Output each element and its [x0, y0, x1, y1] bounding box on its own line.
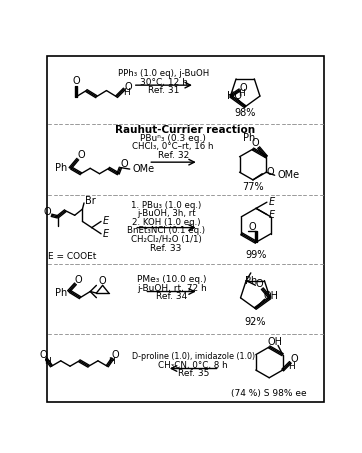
Text: H: H — [108, 357, 114, 366]
Text: BnEt₃NCl (0.1 eq.): BnEt₃NCl (0.1 eq.) — [127, 226, 205, 235]
Text: O: O — [255, 279, 263, 289]
Text: 1. PBu₃ (1.0 eq.): 1. PBu₃ (1.0 eq.) — [131, 201, 201, 210]
Text: PPh₃ (1.0 eq), ϳ-BuOH: PPh₃ (1.0 eq), ϳ-BuOH — [118, 69, 210, 78]
Text: H: H — [123, 88, 130, 97]
Text: CHCl₃, 0°C–rt, 16 h: CHCl₃, 0°C–rt, 16 h — [132, 142, 214, 151]
Text: O: O — [240, 82, 248, 92]
Text: HO: HO — [227, 91, 242, 101]
Text: E: E — [103, 229, 109, 239]
Text: Ref. 33: Ref. 33 — [151, 244, 182, 253]
Text: Br: Br — [85, 197, 96, 207]
Text: OMe: OMe — [278, 170, 300, 180]
Text: O: O — [99, 276, 106, 286]
Text: Ph: Ph — [55, 164, 67, 173]
Text: 30°C, 12 h: 30°C, 12 h — [140, 77, 188, 87]
Text: O: O — [252, 138, 259, 148]
Text: 98%: 98% — [235, 108, 256, 118]
Text: H: H — [288, 361, 295, 371]
Text: E: E — [269, 197, 275, 207]
Text: (74 %) S 98% ee: (74 %) S 98% ee — [231, 389, 307, 398]
Text: CH₃CN, 0°C, 8 h: CH₃CN, 0°C, 8 h — [159, 361, 228, 370]
Text: PBuⁿ₃ (0.3 eq.): PBuⁿ₃ (0.3 eq.) — [140, 134, 206, 143]
Text: Ph: Ph — [243, 133, 256, 143]
Text: O: O — [266, 167, 274, 177]
Text: H: H — [238, 89, 245, 98]
Text: PMe₃ (10.0 eq.): PMe₃ (10.0 eq.) — [137, 275, 206, 284]
Text: O: O — [112, 350, 119, 360]
Text: O: O — [248, 222, 256, 232]
Text: CH₂Cl₂/H₂O (1/1): CH₂Cl₂/H₂O (1/1) — [131, 235, 202, 244]
Text: O: O — [125, 82, 132, 92]
Text: O: O — [44, 207, 51, 217]
Text: 92%: 92% — [244, 317, 266, 328]
Text: Ref. 35: Ref. 35 — [178, 369, 209, 378]
Text: Ref. 31: Ref. 31 — [148, 86, 180, 95]
Text: 77%: 77% — [242, 182, 264, 192]
Text: Rauhut-Currier reaction: Rauhut-Currier reaction — [115, 125, 256, 135]
Text: O: O — [72, 76, 80, 87]
Text: 2. KOH (1.0 eq.): 2. KOH (1.0 eq.) — [132, 218, 201, 226]
Text: Ph: Ph — [55, 288, 67, 298]
Text: Ref. 32: Ref. 32 — [157, 151, 189, 160]
Text: H: H — [44, 357, 51, 366]
Text: OH: OH — [263, 291, 278, 301]
Text: E: E — [103, 217, 109, 226]
Text: OMe: OMe — [132, 164, 154, 174]
Text: O: O — [39, 350, 47, 360]
Text: Ref. 34: Ref. 34 — [156, 292, 187, 301]
Text: O: O — [77, 150, 85, 160]
Text: ϳ-BuOH, 3h, rt: ϳ-BuOH, 3h, rt — [137, 209, 195, 218]
Text: O: O — [75, 275, 83, 285]
Text: E = COOEt: E = COOEt — [48, 251, 97, 260]
Text: ϳ-BuOH, rt, 72 h: ϳ-BuOH, rt, 72 h — [137, 284, 206, 293]
Text: OH: OH — [268, 337, 282, 347]
Text: O: O — [290, 354, 298, 364]
Text: O: O — [121, 159, 128, 169]
Text: Ph: Ph — [245, 276, 257, 286]
Text: D-proline (1.0), imidazole (1.0): D-proline (1.0), imidazole (1.0) — [132, 352, 255, 361]
Text: 99%: 99% — [245, 250, 267, 260]
Text: E: E — [269, 210, 275, 220]
